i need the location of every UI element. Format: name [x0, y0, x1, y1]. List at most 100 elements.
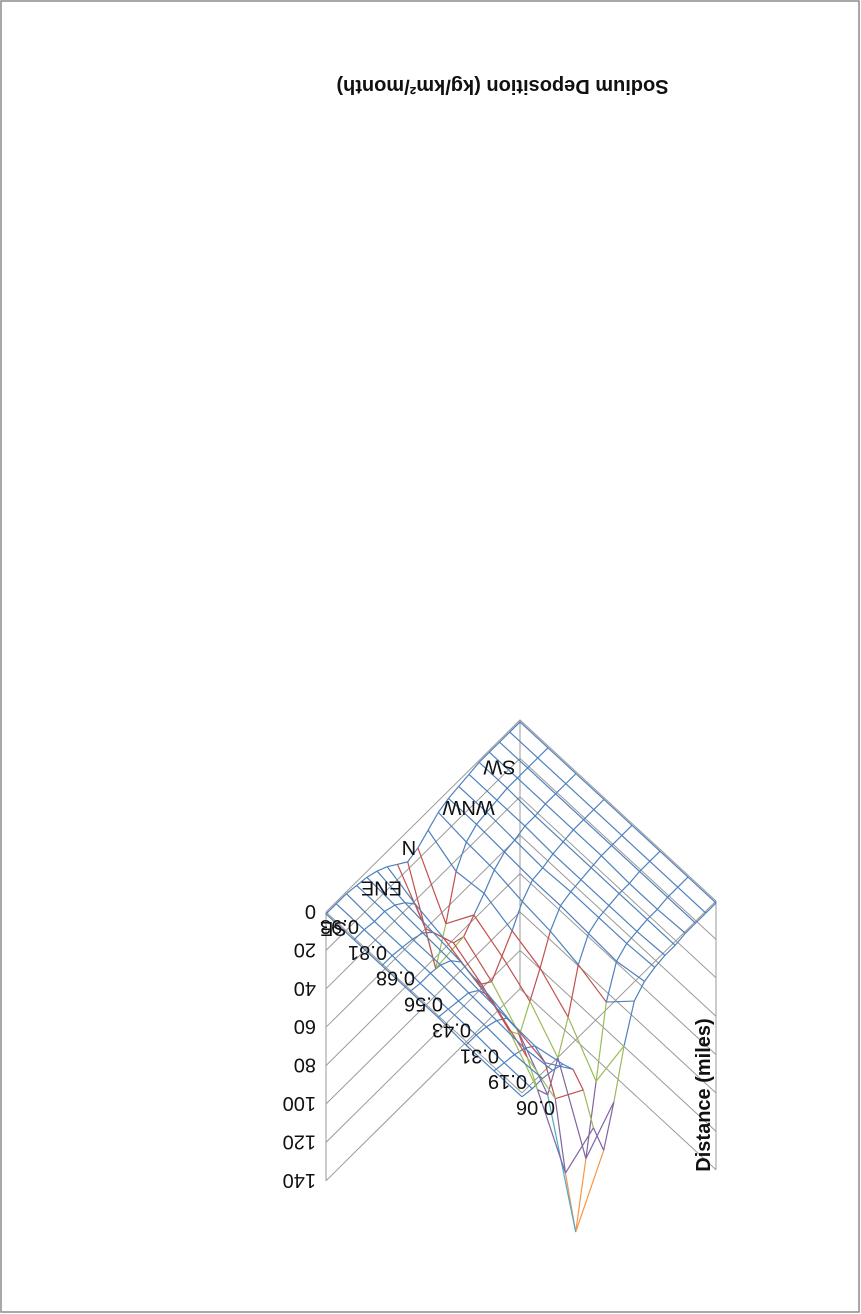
surface-segment	[503, 1062, 533, 1090]
surface-segment	[407, 847, 419, 863]
surface-segment	[488, 741, 501, 753]
surface-segment	[695, 912, 707, 924]
surface-segment	[465, 1044, 495, 1072]
surface-segment	[616, 960, 645, 982]
surface-segment	[593, 799, 605, 811]
surface-segment	[384, 904, 396, 912]
surface-segment	[575, 1150, 605, 1233]
surface-segment	[468, 992, 498, 1021]
surface-segment	[649, 850, 661, 862]
surface-segment	[491, 956, 503, 982]
surface-segment	[562, 829, 574, 843]
surface-segment	[608, 893, 620, 906]
surface-segment	[499, 731, 511, 743]
surface-segment	[636, 919, 648, 932]
surface-segment	[552, 841, 564, 855]
surface-segment	[567, 1016, 597, 1082]
z-tick-label: 60	[294, 1015, 316, 1037]
surface-segment	[366, 870, 378, 878]
surface-segment	[656, 896, 669, 910]
surface-segment	[537, 1089, 548, 1096]
surface-segment	[656, 908, 686, 934]
surface-segment	[537, 747, 549, 759]
surface-segment	[458, 1000, 487, 1028]
surface-segment	[325, 913, 355, 941]
surface-segment	[412, 938, 442, 966]
z-tick-label: 0	[305, 900, 316, 922]
surface-segment	[611, 835, 623, 846]
surface-segment	[481, 981, 492, 985]
surface-segment	[618, 893, 648, 920]
surface-segment	[447, 1008, 477, 1036]
surface-segment	[373, 910, 386, 922]
surface-segment	[493, 1070, 523, 1098]
surface-segment	[539, 967, 569, 1018]
surface-segment	[429, 972, 459, 1002]
surface-segment	[526, 1057, 539, 1090]
surface-segment	[519, 1034, 549, 1096]
surface-segment	[506, 1017, 536, 1047]
surface-segment	[381, 955, 393, 967]
surface-segment	[687, 876, 717, 904]
surface-segment	[549, 930, 579, 966]
surface-segment	[595, 1001, 607, 1082]
surface-segment	[600, 845, 613, 857]
surface-segment	[417, 829, 429, 849]
surface-segment	[376, 870, 406, 904]
distance-axis-label: Distance (miles)	[693, 1018, 715, 1171]
surface-segment	[506, 777, 518, 789]
surface-segment	[404, 902, 434, 933]
surface-segment	[437, 811, 467, 843]
surface-segment	[590, 855, 602, 869]
surface-segment	[674, 932, 686, 946]
surface-segment	[590, 867, 620, 894]
surface-segment	[524, 825, 554, 855]
surface-segment	[475, 1034, 505, 1064]
surface-segment	[628, 871, 641, 884]
surface-segment	[356, 876, 368, 886]
surface-segment	[499, 741, 528, 769]
surface-segment	[564, 1127, 594, 1174]
surface-segment	[407, 861, 437, 969]
surface-segment	[633, 981, 646, 1002]
surface-segment	[598, 917, 628, 944]
surface-segment	[547, 747, 577, 775]
surface-segment	[435, 923, 447, 969]
surface-segment	[483, 869, 495, 894]
surface-segment	[376, 866, 388, 872]
surface-segment	[539, 930, 551, 969]
direction-tick-label: SW	[483, 755, 515, 777]
surface-segment	[409, 991, 439, 1018]
z-tick-label: 80	[294, 1054, 316, 1076]
surface-segment	[516, 777, 546, 805]
distance-tick-label: 0.19	[488, 1070, 527, 1092]
surface-segment	[529, 967, 541, 1002]
surface-segment	[325, 903, 337, 915]
surface-segment	[611, 845, 640, 872]
surface-segment	[667, 886, 679, 898]
surface-segment	[486, 799, 498, 813]
surface-segment	[626, 942, 656, 968]
surface-segment	[580, 879, 610, 907]
surface-segment	[335, 893, 347, 905]
surface-segment	[577, 933, 590, 965]
surface-segment	[503, 1054, 515, 1064]
surface-segment	[555, 783, 567, 795]
surface-segment	[514, 839, 544, 869]
surface-segment	[396, 864, 427, 929]
surface-segment	[521, 879, 534, 902]
surface-segment	[504, 839, 516, 853]
surface-segment	[555, 1089, 584, 1100]
surface-segment	[483, 893, 513, 932]
surface-segment	[478, 761, 508, 789]
surface-segment	[437, 1008, 449, 1018]
surface-segment	[430, 964, 442, 974]
surface-segment	[514, 1054, 543, 1080]
surface-segment	[560, 891, 572, 907]
surface-segment	[353, 929, 365, 941]
distance-tick-label: 0.56	[404, 993, 443, 1015]
z-tick-label: 120	[283, 1130, 316, 1152]
surface-segment	[570, 891, 600, 919]
surface-segment	[427, 829, 457, 872]
surface-segment	[542, 867, 572, 893]
